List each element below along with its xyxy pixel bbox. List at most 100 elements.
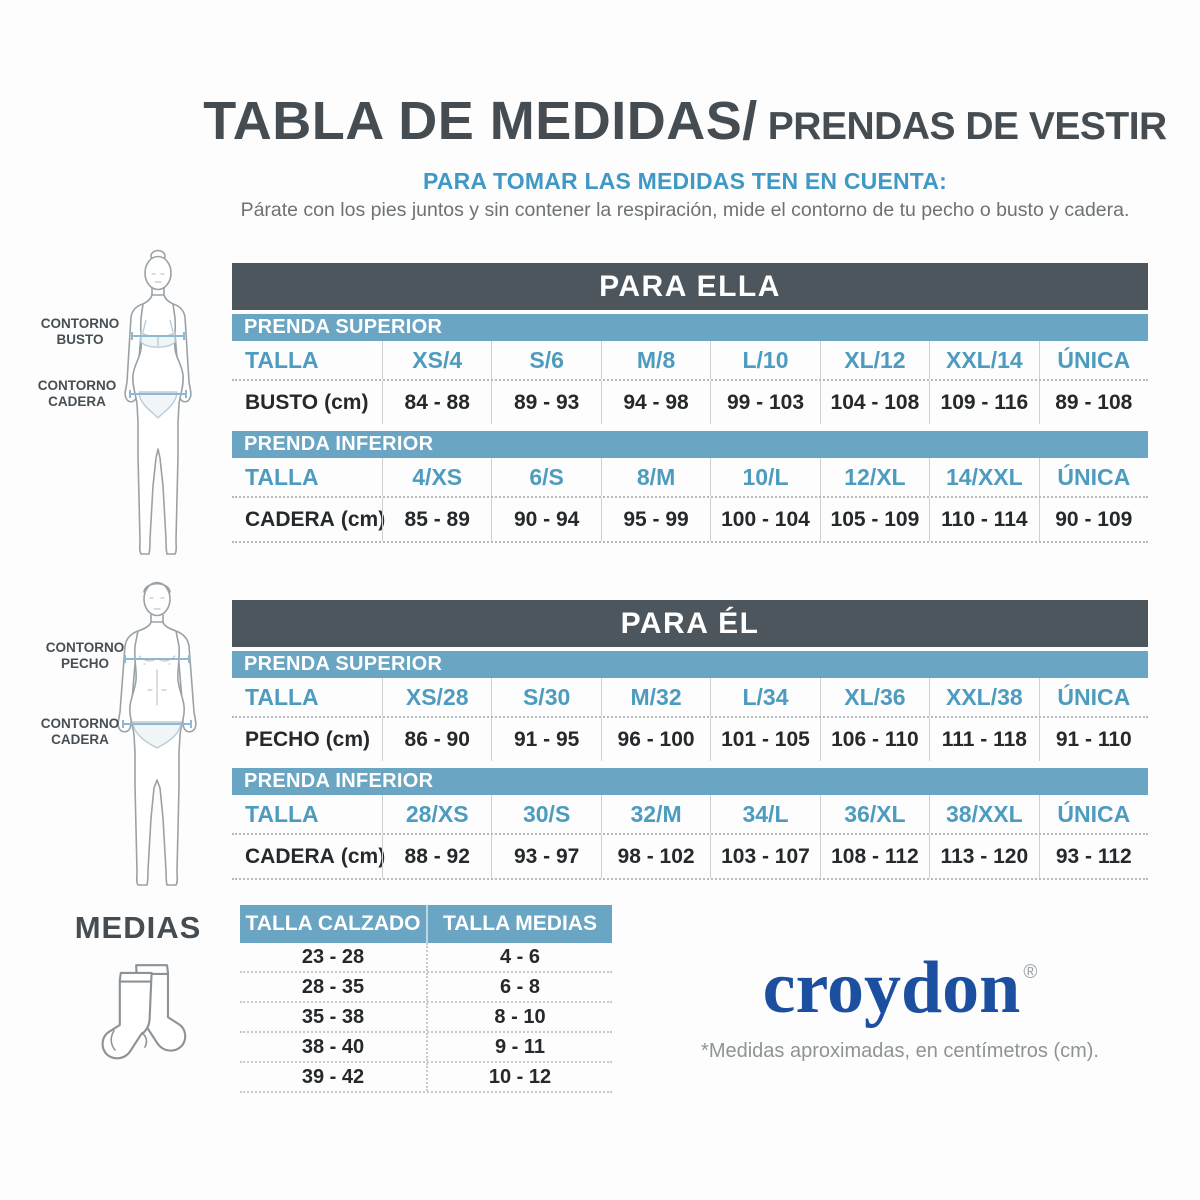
- size-col: 32/M: [600, 795, 710, 833]
- registered-mark: ®: [1023, 962, 1038, 983]
- section-prenda-inferior: PRENDA INFERIOR TALLA 4/XS 6/S 8/M 10/L …: [232, 431, 1148, 543]
- size-col: 12/XL: [819, 458, 929, 496]
- measure-value: 101 - 105: [710, 718, 819, 761]
- medias-title: MEDIAS: [74, 910, 202, 945]
- measure-label: CADERA (cm): [245, 844, 386, 868]
- measure-value: 85 - 89: [382, 498, 491, 541]
- section-prenda-superior: PRENDA SUPERIOR TALLA XS/28 S/30 M/32 L/…: [232, 651, 1148, 761]
- size-col: XXL/38: [929, 678, 1038, 716]
- size-col: 10/L: [710, 458, 819, 496]
- title-main: TABLA DE MEDIDAS/: [203, 91, 758, 151]
- section-band: PRENDA INFERIOR: [232, 431, 1148, 458]
- male-figure-illustration: [92, 572, 222, 902]
- size-col: 6/S: [491, 458, 600, 496]
- section-band: PRENDA INFERIOR: [232, 768, 1148, 795]
- section-band: PRENDA SUPERIOR: [232, 314, 1148, 341]
- size-col: 8/M: [600, 458, 710, 496]
- measure-value: 105 - 109: [819, 498, 929, 541]
- table-para-ella: PARA ELLA PRENDA SUPERIOR TALLA XS/4 S/6…: [232, 263, 1148, 543]
- size-col: M/32: [600, 678, 710, 716]
- size-col: 36/XL: [819, 795, 929, 833]
- size-col: XXL/14: [929, 341, 1038, 379]
- shoe-size-value: 28 - 35: [301, 975, 365, 998]
- measure-value: 89 - 93: [491, 381, 600, 424]
- size-col: ÚNICA: [1038, 458, 1148, 496]
- medias-col-header: TALLA CALZADO: [245, 912, 421, 935]
- measure-value: 89 - 108: [1038, 381, 1148, 424]
- measure-value: 88 - 92: [382, 835, 491, 878]
- size-col: ÚNICA: [1038, 341, 1148, 379]
- section-prenda-inferior: PRENDA INFERIOR TALLA 28/XS 30/S 32/M 34…: [232, 768, 1148, 880]
- male-chest-label: CONTORNO PECHO: [45, 640, 125, 671]
- size-col: XL/36: [819, 678, 929, 716]
- size-col: L/34: [710, 678, 819, 716]
- measure-value: 100 - 104: [710, 498, 819, 541]
- measure-value: 103 - 107: [710, 835, 819, 878]
- size-col: ÚNICA: [1038, 678, 1148, 716]
- table-row: 39 - 42 10 - 12: [240, 1063, 612, 1093]
- measure-row: CADERA (cm) 88 - 92 93 - 97 98 - 102 103 …: [232, 835, 1148, 880]
- male-hip-label: CONTORNO CADERA: [40, 716, 120, 747]
- measure-value: 109 - 116: [929, 381, 1038, 424]
- section-prenda-superior: PRENDA SUPERIOR TALLA XS/4 S/6 M/8 L/10 …: [232, 314, 1148, 424]
- size-header-row: TALLA 28/XS 30/S 32/M 34/L 36/XL 38/XXL …: [232, 795, 1148, 835]
- size-header-label: TALLA: [245, 683, 319, 710]
- size-col: XS/4: [382, 341, 491, 379]
- table-row: 38 - 40 9 - 11: [240, 1033, 612, 1063]
- size-header-label: TALLA: [245, 346, 319, 373]
- measure-value: 94 - 98: [600, 381, 710, 424]
- sock-size-value: 9 - 11: [426, 1033, 612, 1061]
- measure-row: PECHO (cm) 86 - 90 91 - 95 96 - 100 101 -…: [232, 718, 1148, 761]
- size-header-row: TALLA XS/28 S/30 M/32 L/34 XL/36 XXL/38 …: [232, 678, 1148, 718]
- medias-col-header: TALLA MEDIAS: [426, 905, 612, 943]
- measure-value: 95 - 99: [600, 498, 710, 541]
- footer-note: *Medidas aproximadas, en centímetros (cm…: [701, 1040, 1099, 1062]
- croydon-logo: croydon: [762, 947, 1021, 1029]
- measure-value: 104 - 108: [819, 381, 929, 424]
- size-col: S/6: [491, 341, 600, 379]
- sock-size-value: 10 - 12: [426, 1063, 612, 1091]
- size-header-label: TALLA: [245, 800, 319, 827]
- size-col: XL/12: [819, 341, 929, 379]
- table-para-el: PARA ÉL PRENDA SUPERIOR TALLA XS/28 S/30…: [232, 600, 1148, 880]
- measure-value: 91 - 95: [491, 718, 600, 761]
- measure-value: 93 - 112: [1038, 835, 1148, 878]
- measure-label: BUSTO (cm): [245, 390, 369, 414]
- shoe-size-value: 35 - 38: [301, 1005, 365, 1028]
- measure-value: 90 - 94: [491, 498, 600, 541]
- measure-label: CADERA (cm): [245, 507, 386, 531]
- table-row: 35 - 38 8 - 10: [240, 1003, 612, 1033]
- measure-label: PECHO (cm): [245, 727, 371, 751]
- shoe-size-value: 23 - 28: [301, 945, 365, 968]
- size-header-row: TALLA XS/4 S/6 M/8 L/10 XL/12 XXL/14 ÚNI…: [232, 341, 1148, 381]
- size-col: 30/S: [491, 795, 600, 833]
- size-col: ÚNICA: [1038, 795, 1148, 833]
- title-sub: PRENDAS DE VESTIR: [767, 105, 1167, 148]
- size-col: 4/XS: [382, 458, 491, 496]
- sock-size-value: 6 - 8: [426, 973, 612, 1001]
- female-body-outline-icon: [124, 249, 192, 555]
- size-col: 38/XXL: [929, 795, 1038, 833]
- size-col: M/8: [600, 341, 710, 379]
- page-title: TABLA DE MEDIDAS/PRENDAS DE VESTIR: [185, 90, 1185, 152]
- sock-size-value: 4 - 6: [426, 943, 612, 971]
- size-header-row: TALLA 4/XS 6/S 8/M 10/L 12/XL 14/XXL ÚNI…: [232, 458, 1148, 498]
- shoe-size-value: 38 - 40: [301, 1035, 365, 1058]
- size-col: S/30: [491, 678, 600, 716]
- header: TABLA DE MEDIDAS/PRENDAS DE VESTIR PARA …: [185, 90, 1185, 222]
- size-col: 34/L: [710, 795, 819, 833]
- size-col: 28/XS: [382, 795, 491, 833]
- measure-row: CADERA (cm) 85 - 89 90 - 94 95 - 99 100 -…: [232, 498, 1148, 543]
- measure-value: 93 - 97: [491, 835, 600, 878]
- size-col: 14/XXL: [929, 458, 1038, 496]
- table-row: 28 - 35 6 - 8: [240, 973, 612, 1003]
- measure-value: 106 - 110: [819, 718, 929, 761]
- measure-value: 99 - 103: [710, 381, 819, 424]
- size-header-label: TALLA: [245, 463, 319, 490]
- note-title: PARA TOMAR LAS MEDIDAS TEN EN CUENTA:: [422, 168, 948, 194]
- medias-header-row: TALLA CALZADO TALLA MEDIAS: [240, 905, 612, 943]
- male-body-outline-icon: [117, 581, 197, 886]
- sock-size-value: 8 - 10: [426, 1003, 612, 1031]
- female-figure-illustration: [102, 246, 214, 564]
